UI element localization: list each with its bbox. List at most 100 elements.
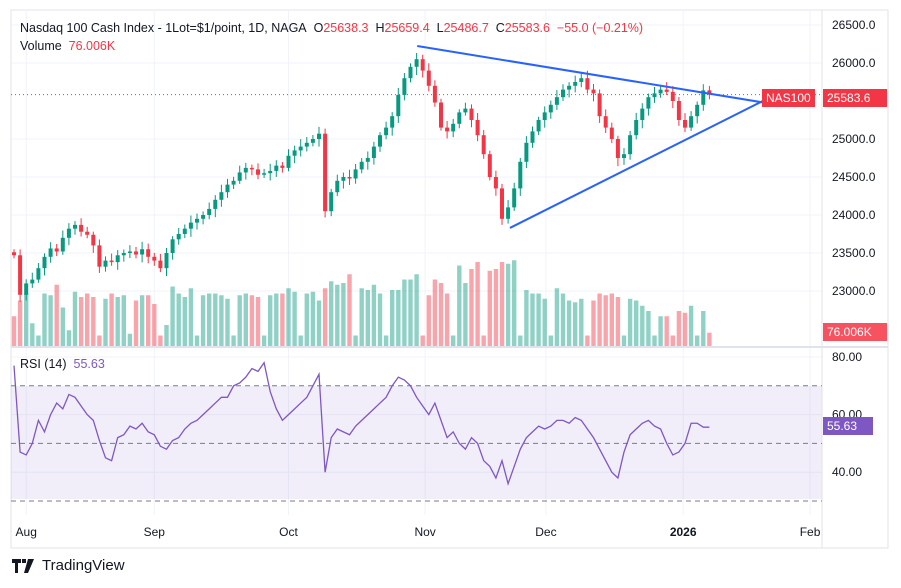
candle-body: [243, 167, 248, 173]
volume-bar: [152, 304, 157, 346]
volume-bar: [109, 293, 114, 346]
candle-body: [683, 120, 687, 128]
trendline[interactable]: [509, 96, 771, 229]
volume-bar: [127, 333, 133, 346]
volume-bar: [133, 300, 139, 346]
candle-body: [567, 85, 572, 90]
candle-body: [365, 158, 370, 162]
volume-bar: [518, 335, 523, 346]
candle-body: [359, 161, 364, 170]
volume-bar: [585, 335, 590, 346]
candle-body: [304, 142, 309, 147]
candle-body: [103, 260, 108, 267]
symbol-tag: NAS100: [762, 89, 815, 107]
volume-bar: [658, 316, 663, 346]
candle-body: [481, 135, 486, 155]
volume-bar: [548, 335, 553, 346]
volume-bar: [627, 298, 633, 346]
candle-body: [512, 188, 517, 208]
trendline[interactable]: [417, 44, 774, 106]
volume-bar: [463, 283, 468, 346]
candle-body: [585, 78, 590, 90]
volume-bar: [396, 290, 401, 346]
volume-bar: [249, 295, 255, 346]
volume-bar: [695, 335, 700, 346]
tradingview-logo-icon: [12, 558, 34, 573]
candle-body: [73, 224, 77, 229]
price-axis-label: 26500.0: [832, 18, 876, 32]
volume-bar: [603, 295, 608, 346]
volume-bar: [707, 332, 712, 346]
low-label: L: [436, 21, 444, 35]
candle-body: [451, 123, 456, 132]
volume-bar: [457, 265, 462, 346]
grid: [11, 10, 822, 515]
volume-bar: [670, 335, 675, 346]
candle-body: [219, 192, 224, 200]
price-axis-label: 23500.0: [832, 246, 876, 260]
symbol-legend: Nasdaq 100 Cash Index - 1Lot=$1/point, 1…: [20, 21, 643, 35]
candle-body: [658, 89, 663, 94]
volume-bar: [359, 288, 364, 346]
rsi-axis-label: 80.00: [832, 350, 862, 364]
candle-body: [127, 251, 132, 253]
candle-body: [524, 142, 529, 162]
volume-bar: [597, 293, 602, 346]
candle-body: [176, 234, 181, 240]
volume-bar: [219, 295, 224, 346]
candle-body: [195, 218, 199, 223]
volume-bar: [304, 293, 309, 346]
price-axis-label: 23000.0: [832, 284, 876, 298]
candle-body: [341, 177, 346, 181]
change-value: −55.0 (−0.21%): [556, 21, 644, 35]
candle-body: [652, 93, 657, 98]
candle-body: [439, 102, 443, 128]
volume-bar: [322, 288, 328, 346]
volume-bar: [365, 290, 370, 346]
candle-body: [182, 228, 187, 234]
volume-bar: [200, 295, 206, 346]
candle-body: [353, 169, 358, 179]
volume-bar: [615, 297, 621, 346]
candle-body: [12, 252, 16, 256]
candle-body: [109, 260, 114, 263]
volume-bar: [30, 323, 35, 346]
candle-body: [274, 165, 279, 171]
volume-bar: [682, 312, 688, 346]
volume-bar: [97, 335, 102, 346]
candle-body: [414, 59, 419, 67]
volume-bar: [243, 293, 248, 346]
trendlines[interactable]: [417, 44, 774, 229]
volume-bar: [139, 295, 145, 346]
volume-bar: [164, 325, 169, 346]
rsi-band: [11, 386, 822, 499]
candle-body: [676, 101, 681, 120]
candle-body: [640, 108, 645, 120]
volume-bar: [207, 293, 212, 346]
volume-bar: [420, 335, 425, 346]
candle-body: [548, 104, 553, 113]
volume-bar: [17, 300, 23, 346]
volume-bar: [335, 284, 340, 346]
candle-body: [30, 279, 35, 284]
rsi-levels: [11, 385, 822, 502]
volume-bar: [66, 330, 72, 346]
candle-body: [60, 237, 65, 252]
volume-bar: [426, 295, 431, 346]
volume-bar: [24, 293, 29, 346]
volume-bar: [432, 279, 438, 346]
candle-body: [554, 97, 559, 105]
candle-body: [396, 94, 401, 117]
candle-body: [390, 116, 395, 128]
candle-body: [670, 91, 675, 101]
last-price-tag: 25583.6: [823, 89, 887, 107]
candle-body: [579, 78, 584, 82]
volume-bar: [414, 274, 419, 346]
volume-bar: [493, 269, 499, 346]
candle-body: [664, 89, 669, 92]
volume-bar: [530, 293, 535, 346]
price-axis-label: 26000.0: [832, 56, 876, 70]
volume-bar: [481, 335, 486, 346]
volume-bar: [316, 300, 322, 346]
